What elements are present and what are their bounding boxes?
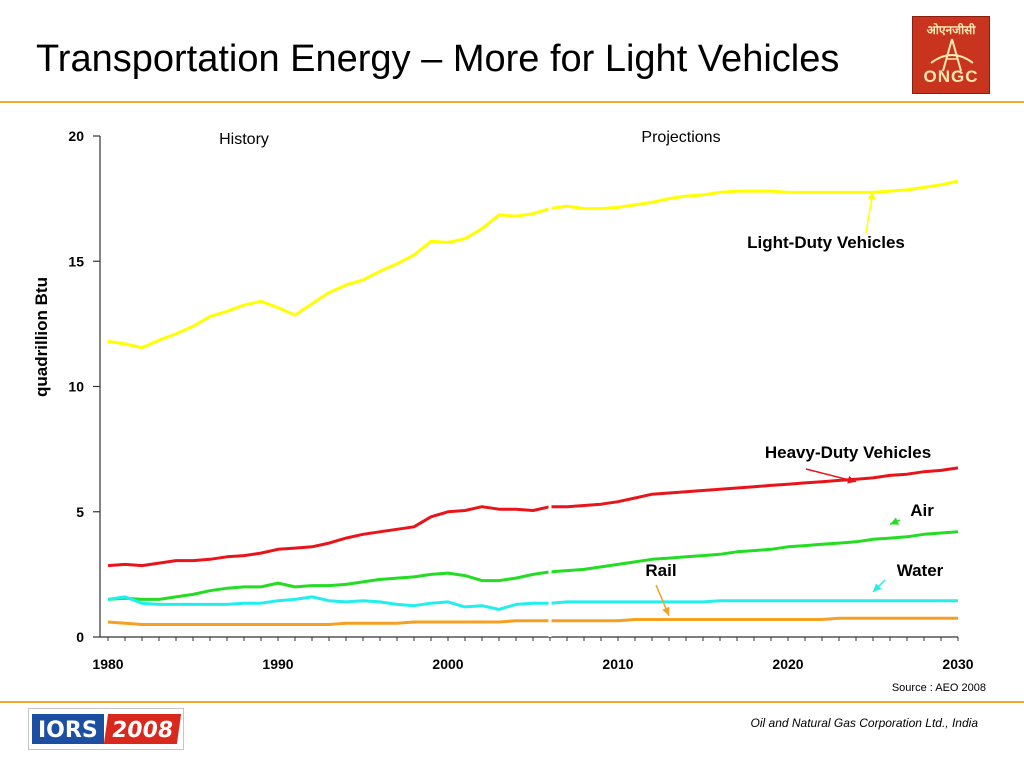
annotation-label-light-duty-vehicles: Light-Duty Vehicles [747,233,905,252]
series-line-rail [107,619,550,626]
annotation-arrowhead-water [873,583,882,592]
series-line-heavy-duty-vehicles [107,505,551,568]
series-line-light-duty-vehicles [107,207,551,350]
region-label-projections: Projections [641,129,720,146]
iors-logo-year: 2008 [103,714,182,744]
y-tick-label: 15 [68,253,84,269]
slide-title: Transportation Energy – More for Light V… [36,38,840,80]
series-line-rail-projection [550,616,958,623]
chart-annotations: Light-Duty Vehicles Heavy-Duty Vehicles Ai… [645,190,944,616]
ongc-logo-text: ONGC [923,67,979,86]
footer-divider [0,701,1024,703]
x-tick-label: 2030 [942,656,973,672]
footer-organization: Oil and Natural Gas Corporation Ltd., In… [750,716,978,730]
series-line-air [107,570,551,601]
x-tick-label: 1980 [92,656,123,672]
y-tick-label: 10 [68,379,84,395]
annotation-arrowhead-light-duty-vehicles [867,191,876,200]
iors-logo-text: IORS [32,714,104,744]
y-tick-label: 5 [76,504,84,520]
source-note: Source : AEO 2008 [891,682,986,694]
annotation-label-air: Air [910,501,934,520]
chart-tick-labels: 0 5 10 15 20 1980 1990 2000 2010 2020 2030 [68,128,973,672]
region-label-history: History [219,131,269,148]
ongc-logo-devanagari-text: ओएनजीसी [926,23,976,37]
series-line-heavy-duty-vehicles-projection [550,466,959,509]
annotation-label-water: Water [897,561,944,580]
annotation-arrowhead-rail [662,606,670,616]
x-tick-label: 2020 [772,656,803,672]
iors-2008-logo: IORS 2008 [28,708,184,750]
y-tick-label: 20 [68,128,84,144]
x-tick-label: 1990 [262,656,293,672]
x-tick-label: 2000 [432,656,463,672]
annotation-label-rail: Rail [645,561,676,580]
x-tick-label: 2010 [602,656,633,672]
annotation-arrow-heavy-duty-vehicles [805,468,857,483]
chart-series [107,136,959,637]
transport-energy-chart: 0 5 10 15 20 1980 1990 2000 2010 2020 2030 Light-D… [32,128,974,672]
series-line-water-projection [549,599,958,605]
y-tick-label: 0 [76,629,84,645]
series-line-water [107,595,550,611]
series-line-air-projection [549,530,959,574]
annotation-arrowhead-air [890,517,899,525]
annotation-label-heavy-duty-vehicles: Heavy-Duty Vehicles [765,443,931,462]
ongc-logo: ओएनजीसी ONGC [912,16,990,94]
title-divider [0,101,1024,103]
chart-axes [93,135,959,641]
y-axis-label: quadrillion Btu [32,277,51,397]
series-line-light-duty-vehicles-projection [549,179,959,211]
annotation-arrowhead-heavy-duty-vehicles [847,475,856,484]
